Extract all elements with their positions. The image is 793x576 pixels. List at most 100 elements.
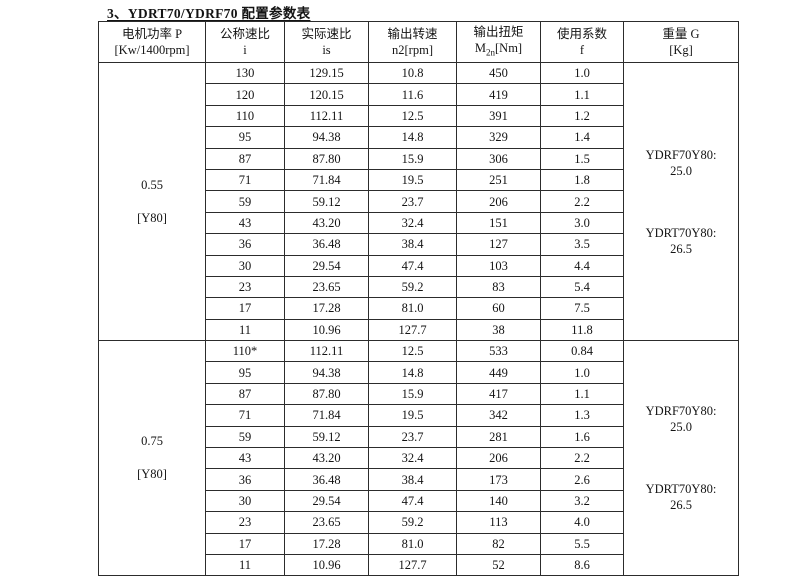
table-cell: 87.80 <box>284 147 369 170</box>
table-cell: 47.4 <box>368 489 457 513</box>
table-cell: 110 <box>205 104 285 128</box>
weight-entry: YDRT70Y80: 26.5 <box>625 481 738 513</box>
table-cell: 36.48 <box>284 468 369 491</box>
weight-value: 26.5 <box>670 498 692 513</box>
table-cell: 71.84 <box>284 168 369 192</box>
table-cell: 15.9 <box>368 147 457 170</box>
table-row: 11 10.96 127.7 38 11.8 <box>99 318 739 342</box>
table-cell: 82 <box>456 532 541 555</box>
motor-power-cell: 0.55 [Y80] <box>98 61 206 342</box>
table-cell: 83 <box>456 275 541 299</box>
column-header-motor-power: 电机功率 P [Kw/1400rpm] <box>98 21 206 63</box>
table-cell: 19.5 <box>368 404 457 427</box>
table-cell: 17 <box>205 532 285 555</box>
table-cell: 23.65 <box>284 275 369 299</box>
weight-value: 26.5 <box>670 241 692 256</box>
table-cell: 17.28 <box>284 532 369 555</box>
table-cell: 19.5 <box>368 168 457 192</box>
weight-value: 25.0 <box>670 163 692 178</box>
table-cell: 59 <box>205 425 285 449</box>
column-header-output-torque: 输出扭矩 M2n[Nm] <box>456 21 541 63</box>
weight-cell: YDRF70Y80: 25.0 YDRT70Y80: 26.5 <box>623 61 739 342</box>
table-row: 36 36.48 38.4 173 2.6 <box>99 468 739 491</box>
table-cell: 8.6 <box>540 553 624 576</box>
table-cell: 3.5 <box>540 233 624 256</box>
table-cell: 94.38 <box>284 361 369 384</box>
table-cell: 329 <box>456 126 541 149</box>
parameter-table: 电机功率 P [Kw/1400rpm] 公称速比 i 实际速比 is 输出转速 … <box>98 21 739 576</box>
weight-model: YDRF70Y80: <box>645 147 717 162</box>
table-cell: 5.5 <box>540 532 624 555</box>
table-cell: 2.2 <box>540 447 624 470</box>
table-body: 0.55 [Y80] 130 129.15 10.8 450 1.0 YDRF70Y80: 25… <box>98 61 739 576</box>
table-cell: 2.6 <box>540 468 624 491</box>
table-cell: 1.4 <box>540 126 624 149</box>
table-cell: 87.80 <box>284 382 369 406</box>
header-line2: is <box>322 43 331 57</box>
table-cell: 1.0 <box>540 361 624 384</box>
table-cell: 43.20 <box>284 447 369 470</box>
table-cell: 10.96 <box>284 318 369 342</box>
table-cell: 130 <box>205 61 285 85</box>
table-cell: 29.54 <box>284 254 369 277</box>
table-row: 30 29.54 47.4 140 3.2 <box>99 489 739 513</box>
table-cell: 1.2 <box>540 104 624 128</box>
table-cell: 110* <box>205 340 285 363</box>
table-cell: 11 <box>205 318 285 342</box>
weight-entry: YDRT70Y80: 26.5 <box>625 225 738 257</box>
table-cell: 129.15 <box>284 61 369 85</box>
column-header-weight: 重量 G [Kg] <box>623 21 739 63</box>
table-cell: 32.4 <box>368 211 457 235</box>
table-cell: 0.84 <box>540 340 624 363</box>
table-cell: 81.0 <box>368 532 457 555</box>
table-cell: 120.15 <box>284 83 369 106</box>
table-cell: 71 <box>205 404 285 427</box>
motor-power-value: 0.75 <box>141 434 163 449</box>
table-row: 120 120.15 11.6 419 1.1 <box>99 83 739 106</box>
torque-symbol: M <box>474 40 487 55</box>
table-cell: 281 <box>456 425 541 449</box>
table-cell: 419 <box>456 83 541 106</box>
table-row: 71 71.84 19.5 342 1.3 <box>99 404 739 427</box>
weight-value: 25.0 <box>670 420 692 435</box>
header-line1: 输出转速 <box>387 27 438 41</box>
header-line1: 电机功率 P <box>121 27 183 41</box>
table-cell: 10.96 <box>284 553 369 576</box>
table-cell: 3.0 <box>540 211 624 235</box>
table-cell: 14.8 <box>368 361 457 384</box>
table-cell: 342 <box>456 404 541 427</box>
weight-entry: YDRF70Y80: 25.0 <box>625 147 738 179</box>
table-cell: 38 <box>456 318 541 342</box>
table-cell: 120 <box>205 83 285 106</box>
table-cell: 43 <box>205 447 285 470</box>
table-cell: 36 <box>205 468 285 491</box>
header-line2: n2[rpm] <box>392 43 433 57</box>
table-row: 87 87.80 15.9 306 1.5 <box>99 147 739 170</box>
header-line1: 实际速比 <box>301 27 352 41</box>
motor-frame-size: [Y80] <box>137 210 167 225</box>
table-cell: 11.8 <box>540 318 624 342</box>
table-cell: 10.8 <box>368 61 457 85</box>
table-cell: 449 <box>456 361 541 384</box>
table-cell: 533 <box>456 340 541 363</box>
table-cell: 23.7 <box>368 190 457 213</box>
table-row: 0.55 [Y80] 130 129.15 10.8 450 1.0 YDRF70Y80: 25… <box>98 61 739 342</box>
table-cell: 173 <box>456 468 541 491</box>
table-cell: 32.4 <box>368 447 457 470</box>
table-cell: 103 <box>456 254 541 277</box>
column-header-actual-ratio: 实际速比 is <box>284 21 369 63</box>
table-cell: 81.0 <box>368 297 457 320</box>
table-cell: 95 <box>205 126 285 149</box>
table-cell: 60 <box>456 297 541 320</box>
table-cell: 47.4 <box>368 254 457 277</box>
table-cell: 23.65 <box>284 511 369 534</box>
column-header-output-speed: 输出转速 n2[rpm] <box>368 21 457 63</box>
table-cell: 36.48 <box>284 233 369 256</box>
table-row: 17 17.28 81.0 82 5.5 <box>99 532 739 555</box>
table-cell: 87 <box>205 382 285 406</box>
table-row: 23 23.65 59.2 113 4.0 <box>99 511 739 534</box>
table-row: 36 36.48 38.4 127 3.5 <box>99 233 739 256</box>
table-cell: 95 <box>205 361 285 384</box>
table-cell: 127.7 <box>368 318 457 342</box>
table-row: 71 71.84 19.5 251 1.8 <box>99 168 739 192</box>
